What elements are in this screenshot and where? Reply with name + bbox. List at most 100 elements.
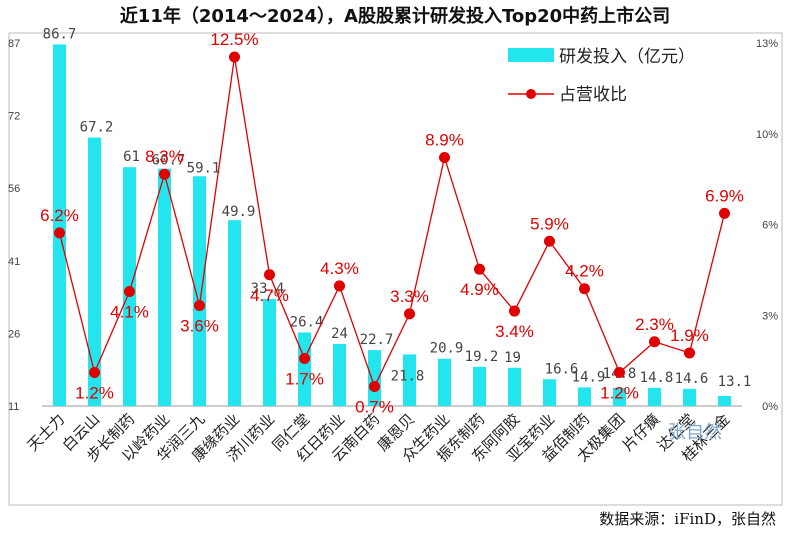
ratio-value-label: 4.3%: [320, 259, 359, 278]
bar: [228, 220, 241, 406]
line-series: [54, 51, 730, 392]
ratio-point: [194, 299, 205, 311]
bar: [158, 168, 171, 406]
source-note: 数据来源：iFinD，张自然: [599, 510, 776, 528]
bar-value-label: 60.7: [152, 153, 186, 169]
ratio-point: [229, 51, 240, 63]
bar-value-label: 22.7: [360, 332, 394, 348]
bar: [578, 387, 591, 406]
bar-value-label: 16.6: [545, 361, 579, 377]
right-axis-tick: 3%: [762, 310, 778, 322]
ratio-value-label: 4.9%: [460, 280, 499, 299]
ratio-point: [614, 366, 625, 378]
bar: [718, 395, 731, 406]
ratio-point: [509, 305, 520, 317]
ratio-point: [299, 353, 310, 365]
left-axis-tick: 72: [8, 111, 20, 123]
bar-value-label: 24: [331, 326, 348, 342]
bar: [368, 350, 381, 406]
bar-labels: 86.7 67.2 61 60.7 59.1 49.9 33.4 26.4 24 22.7 21.8…: [43, 26, 752, 390]
bar-value-label: 13.1: [718, 374, 752, 390]
left-axis-tick: 41: [8, 256, 20, 268]
ratio-point: [719, 207, 730, 219]
bar-value-label: 49.9: [222, 204, 256, 220]
ratio-point: [54, 227, 65, 239]
bar: [263, 299, 276, 406]
bar: [613, 387, 626, 406]
category-label: 天士力: [24, 410, 69, 455]
ratio-point: [124, 286, 135, 298]
right-axis: 13% 10% 6% 3% 0%: [756, 38, 778, 413]
ratio-point: [579, 283, 590, 295]
ratio-point: [649, 336, 660, 348]
bar: [683, 388, 696, 406]
ratio-value-label: 8.3%: [145, 147, 184, 166]
bar: [508, 367, 521, 406]
bar-value-label: 14.8: [640, 370, 674, 386]
bar: [438, 358, 451, 406]
ratio-point: [684, 347, 695, 359]
right-axis-tick: 0%: [762, 401, 778, 413]
ratio-value-label: 6.9%: [705, 186, 744, 205]
ratio-value-label: 2.3%: [635, 315, 674, 334]
ratio-point: [544, 235, 555, 247]
bar: [53, 44, 66, 407]
left-axis-tick: 26: [8, 328, 20, 340]
ratio-value-label: 12.5%: [210, 30, 258, 49]
bar-value-label: 26.4: [290, 314, 324, 330]
bar: [473, 366, 486, 406]
right-axis-tick: 13%: [756, 38, 778, 50]
bar: [333, 343, 346, 406]
bar: [543, 379, 556, 406]
ratio-value-label: 6.2%: [40, 206, 79, 225]
left-axis-tick: 87: [8, 38, 20, 50]
bar-value-label: 20.9: [430, 341, 464, 357]
bar: [403, 354, 416, 406]
ratio-point: [369, 380, 380, 392]
ratio-value-label: 5.9%: [530, 214, 569, 233]
ratio-point: [334, 280, 345, 292]
legend-line-label: 占营收比: [559, 85, 627, 105]
left-axis: 87 72 56 41 26 11: [8, 38, 20, 413]
ratio-point: [159, 168, 170, 180]
legend-line-marker: [526, 89, 536, 99]
ratio-value-label: 3.6%: [180, 316, 219, 335]
bar-value-label: 59.1: [187, 160, 221, 176]
watermark: 张自然: [668, 422, 722, 443]
bar-value-label: 19: [504, 350, 521, 366]
ratio-point: [89, 366, 100, 378]
chart-frame: [8, 32, 783, 506]
ratio-value-label: 8.9%: [425, 130, 464, 149]
left-axis-tick: 11: [8, 401, 19, 413]
right-axis-tick: 10%: [756, 129, 778, 141]
legend-bar-swatch: [508, 48, 554, 62]
ratio-value-label: 3.4%: [495, 322, 534, 341]
left-axis-tick: 56: [8, 183, 20, 195]
ratio-value-label: 0.7%: [355, 397, 394, 416]
category-label: 片仔癀: [619, 410, 664, 455]
right-axis-tick: 6%: [762, 220, 778, 232]
ratio-point: [264, 269, 275, 281]
bar-value-label: 14.9: [572, 369, 606, 385]
ratio-value-label: 1.7%: [285, 370, 324, 389]
bar-value-label: 33.4: [251, 281, 285, 297]
ratio-line: [58, 56, 726, 389]
ratio-value-label: 4.2%: [565, 262, 604, 281]
bar-value-label: 21.8: [391, 368, 425, 384]
bar: [648, 387, 661, 406]
bar: [88, 137, 101, 407]
ratio-value-label: 1.2%: [600, 383, 639, 402]
ratio-point: [439, 151, 450, 163]
legend-bar-label: 研发投入（亿元）: [559, 47, 695, 67]
bar: [193, 176, 206, 406]
bar-value-label: 61: [123, 149, 140, 165]
ratio-value-label: 4.1%: [110, 303, 149, 322]
ratio-value-label: 3.3%: [390, 287, 429, 306]
bar-value-label: 19.2: [465, 349, 499, 365]
bar-value-label: 14.6: [675, 371, 709, 387]
bar-value-label: 67.2: [80, 120, 114, 136]
ratio-value-label: 1.2%: [75, 383, 114, 402]
bar-value-label: 86.7: [43, 26, 77, 42]
ratio-value-label: 1.9%: [670, 326, 709, 345]
